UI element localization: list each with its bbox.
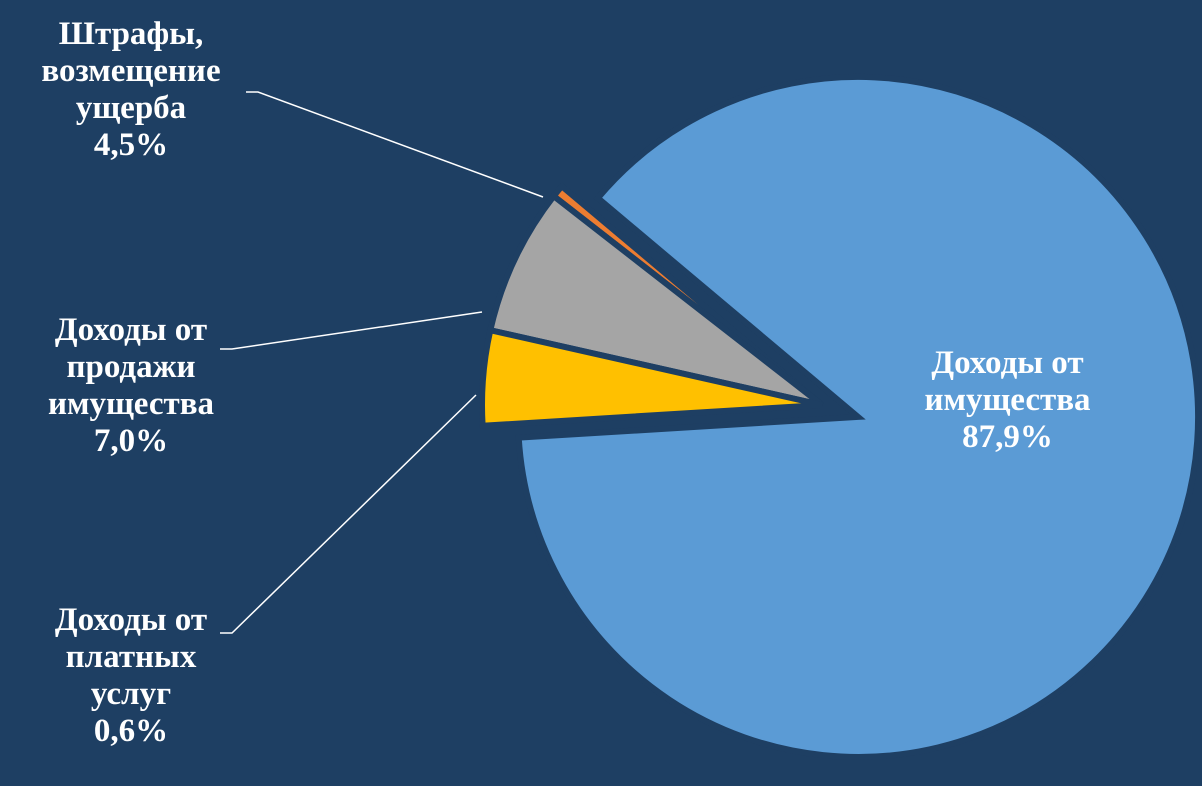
slice-label-line: Доходы от [54, 602, 208, 638]
slice-value: 7,0% [93, 423, 169, 459]
slice-label-line: Штрафы, [58, 16, 204, 52]
slice-fines [479, 326, 823, 429]
slice-value: 87,9% [962, 419, 1053, 455]
slice-label-line: платных [65, 639, 197, 675]
slice-label-line: Доходы от [931, 345, 1084, 381]
slice-label-line: имущества [47, 386, 215, 422]
leader-line [220, 394, 477, 634]
slice-property-sales [486, 191, 824, 408]
slice-label-paid-services: Доходы от платных услуг 0,6% [0, 602, 262, 750]
slice-label-property-income: Доходы от имущества 87,9% [890, 345, 1125, 456]
slice-label-line: возмещение [41, 53, 221, 89]
slice-label-line: услуг [90, 676, 172, 712]
slice-label-line: Доходы от [54, 312, 208, 348]
slice-label-fines: Штрафы, возмещение ущерба 4,5% [0, 16, 262, 164]
leader-line [220, 311, 483, 350]
slice-label-line: имущества [924, 382, 1091, 418]
slice-value: 0,6% [93, 713, 169, 749]
slice-label-line: продажи [66, 349, 196, 385]
slice-label-property-sales: Доходы от продажи имущества 7,0% [0, 312, 262, 460]
slice-value: 4,5% [93, 127, 169, 163]
slice-label-line: ущерба [75, 90, 187, 126]
slice-property-income [515, 73, 1202, 760]
leader-line [246, 91, 544, 198]
